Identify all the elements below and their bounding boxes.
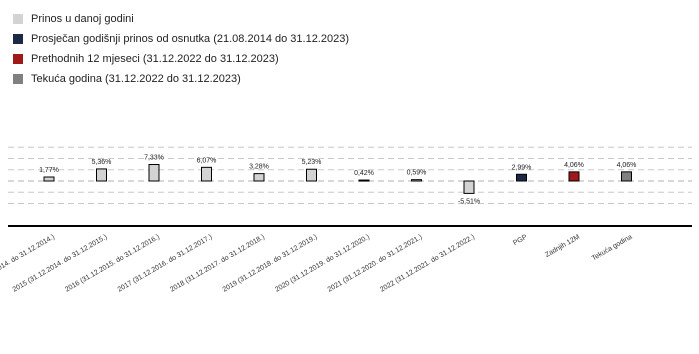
legend-label: Prethodnih 12 mjeseci (31.12.2022 do 31.… xyxy=(31,53,279,65)
data-label: 1,77% xyxy=(39,167,59,174)
x-tick-label: 2020 (31.12.2019. do 31.12.2020.) xyxy=(274,234,371,294)
bar xyxy=(568,171,580,182)
legend-item: Prethodnih 12 mjeseci (31.12.2022 do 31.… xyxy=(13,50,349,68)
data-label: 6,07% xyxy=(197,157,217,164)
x-tick-label: 2021 (31.12.2020. do 31.12.2021.) xyxy=(327,234,424,294)
x-tick-label: PGP xyxy=(512,234,529,248)
bar xyxy=(516,173,527,182)
x-tick-label: 2015 (31.12.2014. do 31.12.2015.) xyxy=(12,234,109,294)
legend-swatch xyxy=(13,14,23,24)
data-label: 5,36% xyxy=(92,159,112,166)
legend-label: Tekuća godina (31.12.2022 do 31.12.2023) xyxy=(31,73,241,85)
data-label: 0,42% xyxy=(354,170,374,177)
data-label: -5,51% xyxy=(458,198,480,205)
legend-item: Prosječan godišnji prinos od osnutka (21… xyxy=(13,30,349,48)
x-tick-label: 2017 (31.12.2016. do 31.12.2017.) xyxy=(117,234,214,294)
legend-item: Prinos u danoj godini xyxy=(13,10,349,28)
data-label: 5,23% xyxy=(302,159,322,166)
bar xyxy=(148,164,160,182)
legend-swatch xyxy=(13,54,23,64)
legend-item: Tekuća godina (31.12.2022 do 31.12.2023) xyxy=(13,70,349,88)
data-label: 3,28% xyxy=(249,164,269,171)
data-label: 4,06% xyxy=(564,162,584,169)
bar xyxy=(306,168,317,182)
x-tick-label: 2018 (31.12.2017. do 31.12.2018.) xyxy=(169,234,266,294)
bar xyxy=(253,173,265,182)
x-tick-label: 2022 (31.12.2021. do 31.12.2022.) xyxy=(379,234,476,294)
bar xyxy=(411,179,422,182)
x-tick-label: 2019 (31.12.2018. do 31.12.2019.) xyxy=(222,234,319,294)
chart-legend: Prinos u danoj godini Prosječan godišnji … xyxy=(13,10,349,90)
x-tick-label: Tekuća godina xyxy=(591,234,634,263)
x-tick-label: 2016 (31.12.2015. do 31.12.2016.) xyxy=(64,234,161,294)
data-label: 0,59% xyxy=(407,170,427,177)
bar xyxy=(621,171,632,182)
x-tick-label: Zadnjih 12M xyxy=(544,234,581,259)
bar xyxy=(463,180,475,194)
data-label: 2,99% xyxy=(512,164,532,171)
bar xyxy=(358,179,370,182)
legend-swatch xyxy=(13,74,23,84)
legend-label: Prinos u danoj godini xyxy=(31,13,134,25)
data-label: 4,06% xyxy=(617,162,637,169)
bar xyxy=(43,176,55,182)
legend-swatch xyxy=(13,34,23,44)
data-label: 7,33% xyxy=(144,155,164,162)
legend-label: Prosječan godišnji prinos od osnutka (21… xyxy=(31,33,350,45)
bar xyxy=(201,166,212,182)
bar xyxy=(96,168,107,182)
